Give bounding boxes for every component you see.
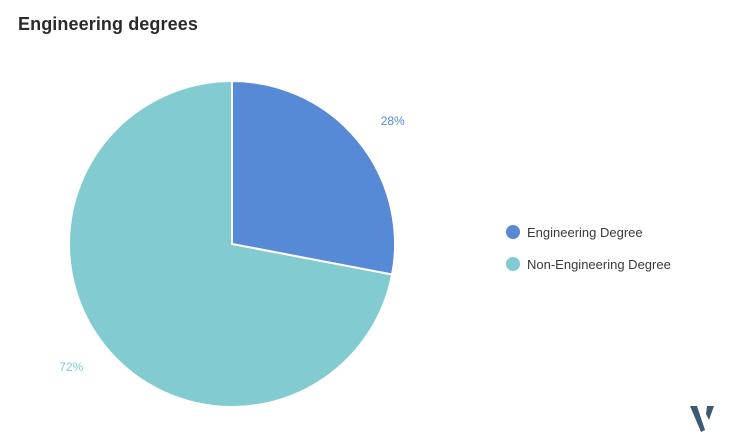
slice-label-non-engineering: 72% bbox=[59, 360, 83, 374]
legend-swatch-non-engineering bbox=[506, 257, 520, 271]
slice-label-engineering: 28% bbox=[381, 114, 405, 128]
pie-slice-non-engineering[interactable] bbox=[68, 79, 394, 408]
chart-title: Engineering degrees bbox=[18, 14, 198, 34]
legend-label-engineering: Engineering Degree bbox=[527, 224, 643, 240]
chart-legend: Engineering Degree Non-Engineering Degre… bbox=[506, 222, 671, 286]
legend-item-non-engineering[interactable]: Non-Engineering Degree bbox=[506, 254, 671, 274]
v-logo-icon bbox=[690, 406, 714, 432]
legend-swatch-engineering bbox=[506, 225, 520, 239]
pie-slice-engineering[interactable] bbox=[231, 79, 396, 276]
legend-item-engineering[interactable]: Engineering Degree bbox=[506, 222, 671, 242]
legend-label-non-engineering: Non-Engineering Degree bbox=[527, 256, 671, 272]
